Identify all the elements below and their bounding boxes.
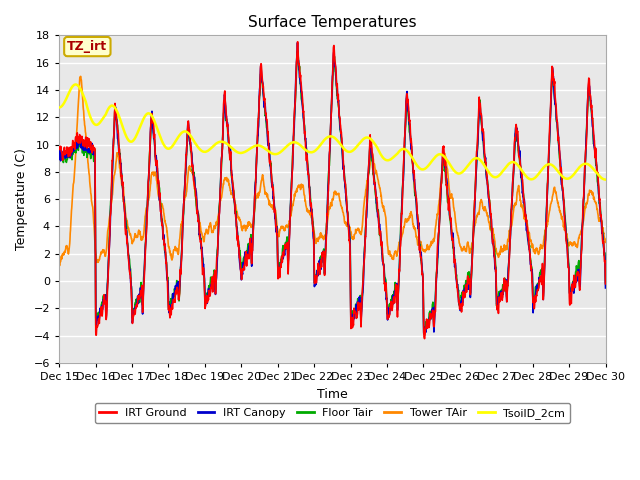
Title: Surface Temperatures: Surface Temperatures <box>248 15 417 30</box>
Text: TZ_irt: TZ_irt <box>67 40 108 53</box>
Legend: IRT Ground, IRT Canopy, Floor Tair, Tower TAir, TsoilD_2cm: IRT Ground, IRT Canopy, Floor Tair, Towe… <box>95 403 570 423</box>
Y-axis label: Temperature (C): Temperature (C) <box>15 148 28 250</box>
X-axis label: Time: Time <box>317 388 348 401</box>
